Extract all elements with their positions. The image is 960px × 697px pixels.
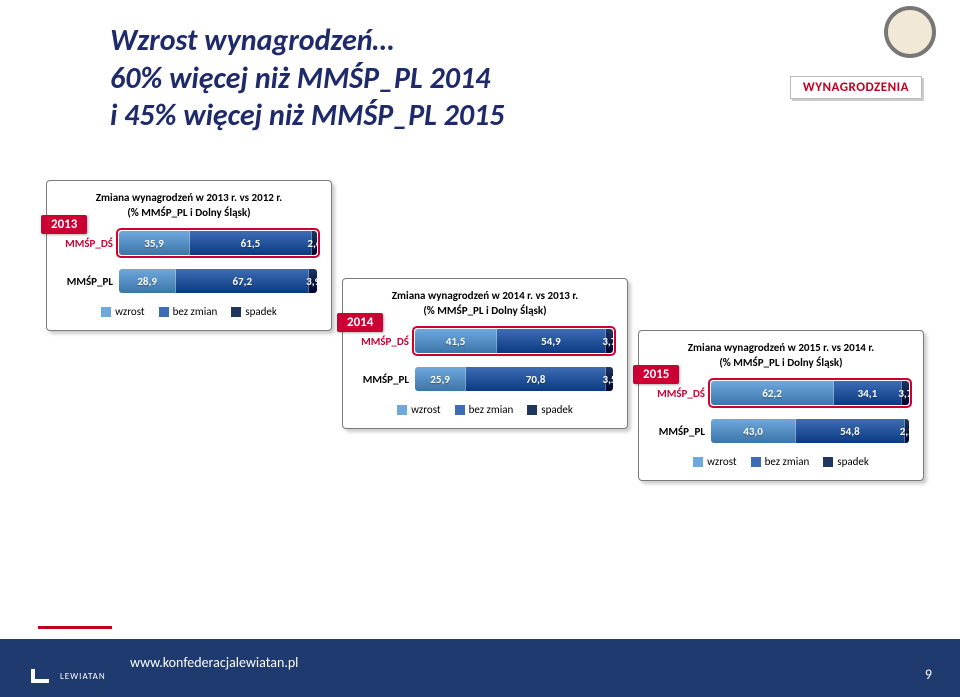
page-number: 9	[925, 666, 932, 683]
legend-swatch	[823, 457, 833, 467]
panel-subtitle: (% MMŚP_PL i Dolny Śląsk)	[357, 304, 613, 317]
legend: wzrost bez zmian spadek	[61, 305, 317, 318]
bar-segment: 54,8	[796, 419, 905, 443]
legend-swatch	[455, 405, 465, 415]
legend-item: wzrost	[397, 403, 440, 416]
footer-url: www.konfederacjalewiatan.pl	[130, 654, 298, 671]
bar-segment: 70,8	[466, 367, 606, 391]
badge-wynagrodzenia: WYNAGRODZENIA	[790, 76, 922, 99]
legend-swatch	[159, 307, 169, 317]
legend-label: wzrost	[411, 403, 440, 416]
legend: wzrost bez zmian spadek	[357, 403, 613, 416]
legend-item: spadek	[231, 305, 277, 318]
bar-segment: 2,6	[312, 231, 317, 255]
row-label: MMŚP_PL	[357, 373, 415, 386]
bar-segment: 61,5	[190, 231, 312, 255]
stacked-bar: 35,961,52,6	[119, 231, 317, 255]
legend-swatch	[101, 307, 111, 317]
legend-label: wzrost	[707, 455, 736, 468]
bar-row: MMŚP_DŚ62,234,13,7	[653, 379, 909, 407]
legend-swatch	[527, 405, 537, 415]
bar-container: 62,234,13,7	[711, 381, 909, 405]
bar-row: MMŚP_PL25,970,83,5	[357, 365, 613, 393]
panel-title: Zmiana wynagrodzeń w 2013 r. vs 2012 r.	[61, 191, 317, 204]
bar-segment: 67,2	[176, 269, 309, 293]
bar-segment: 62,2	[711, 381, 834, 405]
bar-segment: 34,1	[834, 381, 902, 405]
logo-lewiatan: LEWIATAN	[28, 663, 106, 689]
panel-title: Zmiana wynagrodzeń w 2015 r. vs 2014 r.	[653, 341, 909, 354]
legend-item: bez zmian	[751, 455, 810, 468]
bar-segment: 25,9	[415, 367, 466, 391]
legend-label: spadek	[837, 455, 869, 468]
bar-segment: 3,9	[309, 269, 317, 293]
legend-item: wzrost	[101, 305, 144, 318]
stacked-bar: 25,970,83,5	[415, 367, 613, 391]
row-label: MMŚP_PL	[653, 425, 711, 438]
slide-title: Wzrost wynagrodzeń… 60% więcej niż MMŚP_…	[110, 22, 504, 135]
year-tag: 2013	[41, 215, 87, 234]
panel-subtitle: (% MMŚP_PL i Dolny Śląsk)	[61, 206, 317, 219]
bar-segment: 3,5	[606, 367, 613, 391]
bar-container: 41,554,93,7	[415, 329, 613, 353]
legend-label: bez zmian	[765, 455, 810, 468]
bar-segment: 43,0	[711, 419, 796, 443]
bar-container: 28,967,23,9	[119, 269, 317, 293]
bar-segment: 54,9	[497, 329, 606, 353]
legend-swatch	[231, 307, 241, 317]
legend-swatch	[397, 405, 407, 415]
year-tag: 2014	[337, 313, 383, 332]
chart-panel-2014: 2014Zmiana wynagrodzeń w 2014 r. vs 2013…	[342, 278, 628, 429]
bar-container: 25,970,83,5	[415, 367, 613, 391]
title-line: i 45% więcej niż MMŚP_PL 2015	[110, 97, 504, 135]
bar-segment: 3,7	[902, 381, 909, 405]
legend-item: bez zmian	[455, 403, 514, 416]
title-line: Wzrost wynagrodzeń…	[110, 22, 504, 60]
magnifier-graphic	[852, 0, 942, 70]
legend: wzrost bez zmian spadek	[653, 455, 909, 468]
row-label: MMŚP_PL	[61, 275, 119, 288]
bar-row: MMŚP_PL28,967,23,9	[61, 267, 317, 295]
stacked-bar: 41,554,93,7	[415, 329, 613, 353]
legend-label: spadek	[541, 403, 573, 416]
bar-segment: 2,2	[905, 419, 909, 443]
bar-segment: 35,9	[119, 231, 190, 255]
legend-item: spadek	[823, 455, 869, 468]
chart-panel-2015: 2015Zmiana wynagrodzeń w 2015 r. vs 2014…	[638, 330, 924, 481]
accent-line	[38, 626, 112, 629]
bar-container: 43,054,82,2	[711, 419, 909, 443]
bar-segment: 3,7	[606, 329, 613, 353]
row-label: MMŚP_DŚ	[357, 335, 415, 348]
magnifier-lens-icon	[884, 6, 936, 58]
legend-swatch	[693, 457, 703, 467]
row-label: MMŚP_DŚ	[653, 387, 711, 400]
legend-label: wzrost	[115, 305, 144, 318]
bar-container: 35,961,52,6	[119, 231, 317, 255]
legend-label: bez zmian	[173, 305, 218, 318]
legend-item: spadek	[527, 403, 573, 416]
bar-segment: 41,5	[415, 329, 497, 353]
stacked-bar: 43,054,82,2	[711, 419, 909, 443]
bar-row: MMŚP_PL43,054,82,2	[653, 417, 909, 445]
stacked-bar: 28,967,23,9	[119, 269, 317, 293]
bar-segment: 28,9	[119, 269, 176, 293]
bar-row: MMŚP_DŚ41,554,93,7	[357, 327, 613, 355]
panel-subtitle: (% MMŚP_PL i Dolny Śląsk)	[653, 356, 909, 369]
year-tag: 2015	[633, 365, 679, 384]
legend-label: bez zmian	[469, 403, 514, 416]
logo-icon	[28, 663, 54, 689]
chart-panel-2013: 2013Zmiana wynagrodzeń w 2013 r. vs 2012…	[46, 180, 332, 331]
stacked-bar: 62,234,13,7	[711, 381, 909, 405]
bar-row: MMŚP_DŚ35,961,52,6	[61, 229, 317, 257]
row-label: MMŚP_DŚ	[61, 237, 119, 250]
panel-title: Zmiana wynagrodzeń w 2014 r. vs 2013 r.	[357, 289, 613, 302]
legend-swatch	[751, 457, 761, 467]
legend-item: bez zmian	[159, 305, 218, 318]
logo-text: LEWIATAN	[60, 671, 106, 682]
legend-label: spadek	[245, 305, 277, 318]
title-line: 60% więcej niż MMŚP_PL 2014	[110, 60, 504, 98]
legend-item: wzrost	[693, 455, 736, 468]
